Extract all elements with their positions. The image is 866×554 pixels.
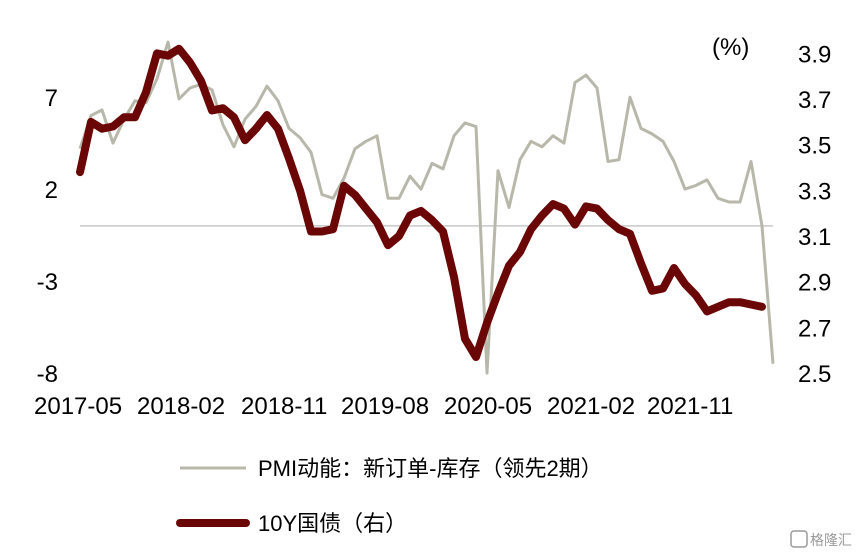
watermark-text: 格隆汇 [810,532,852,548]
unit-label: (%) [712,34,749,61]
x-axis-ticks: 2017-05 2018-02 2018-11 2019-08 2020-05 2021-… [34,393,733,420]
x-tick-label: 2017-05 [34,393,122,420]
x-tick-label: 2021-02 [547,393,635,420]
right-tick-label: 3.1 [798,224,831,251]
legend-item-10y-bond: 10Y国债（右） [176,511,407,536]
series-line-10y-bond [76,44,766,361]
right-tick-label: 2.9 [798,270,831,297]
x-tick-label: 2021-11 [647,393,733,420]
right-tick-label: 3.3 [798,178,831,205]
legend-label-10y-bond: 10Y国债（右） [258,511,407,536]
legend-label-pmi: PMI动能：新订单-库存（领先2期） [258,456,603,481]
right-tick-label: 3.7 [798,87,831,114]
watermark-logo [790,530,808,548]
left-axis-ticks: 7 2 -3 -8 [37,85,58,388]
watermark: 格隆汇 [790,530,852,548]
legend: PMI动能：新订单-库存（领先2期） 10Y国债（右） [176,456,603,536]
x-tick-label: 2020-05 [444,393,532,420]
left-tick-label: 2 [45,177,58,204]
legend-item-pmi: PMI动能：新订单-库存（领先2期） [180,456,603,481]
right-tick-label: 3.5 [798,133,831,160]
series-line-pmi [78,40,775,375]
left-tick-label: 7 [45,85,58,112]
x-tick-label: 2018-02 [137,393,225,420]
plot-area [76,40,775,375]
right-tick-label: 2.7 [798,315,831,342]
right-tick-label: 3.9 [798,41,831,68]
x-tick-label: 2019-08 [341,393,429,420]
left-tick-label: -8 [37,361,58,388]
left-tick-label: -3 [37,269,58,296]
right-tick-label: 2.5 [798,361,831,388]
x-tick-label: 2018-11 [241,393,327,420]
right-axis-ticks: 3.9 3.7 3.5 3.3 3.1 2.9 2.7 2.5 [798,41,831,388]
